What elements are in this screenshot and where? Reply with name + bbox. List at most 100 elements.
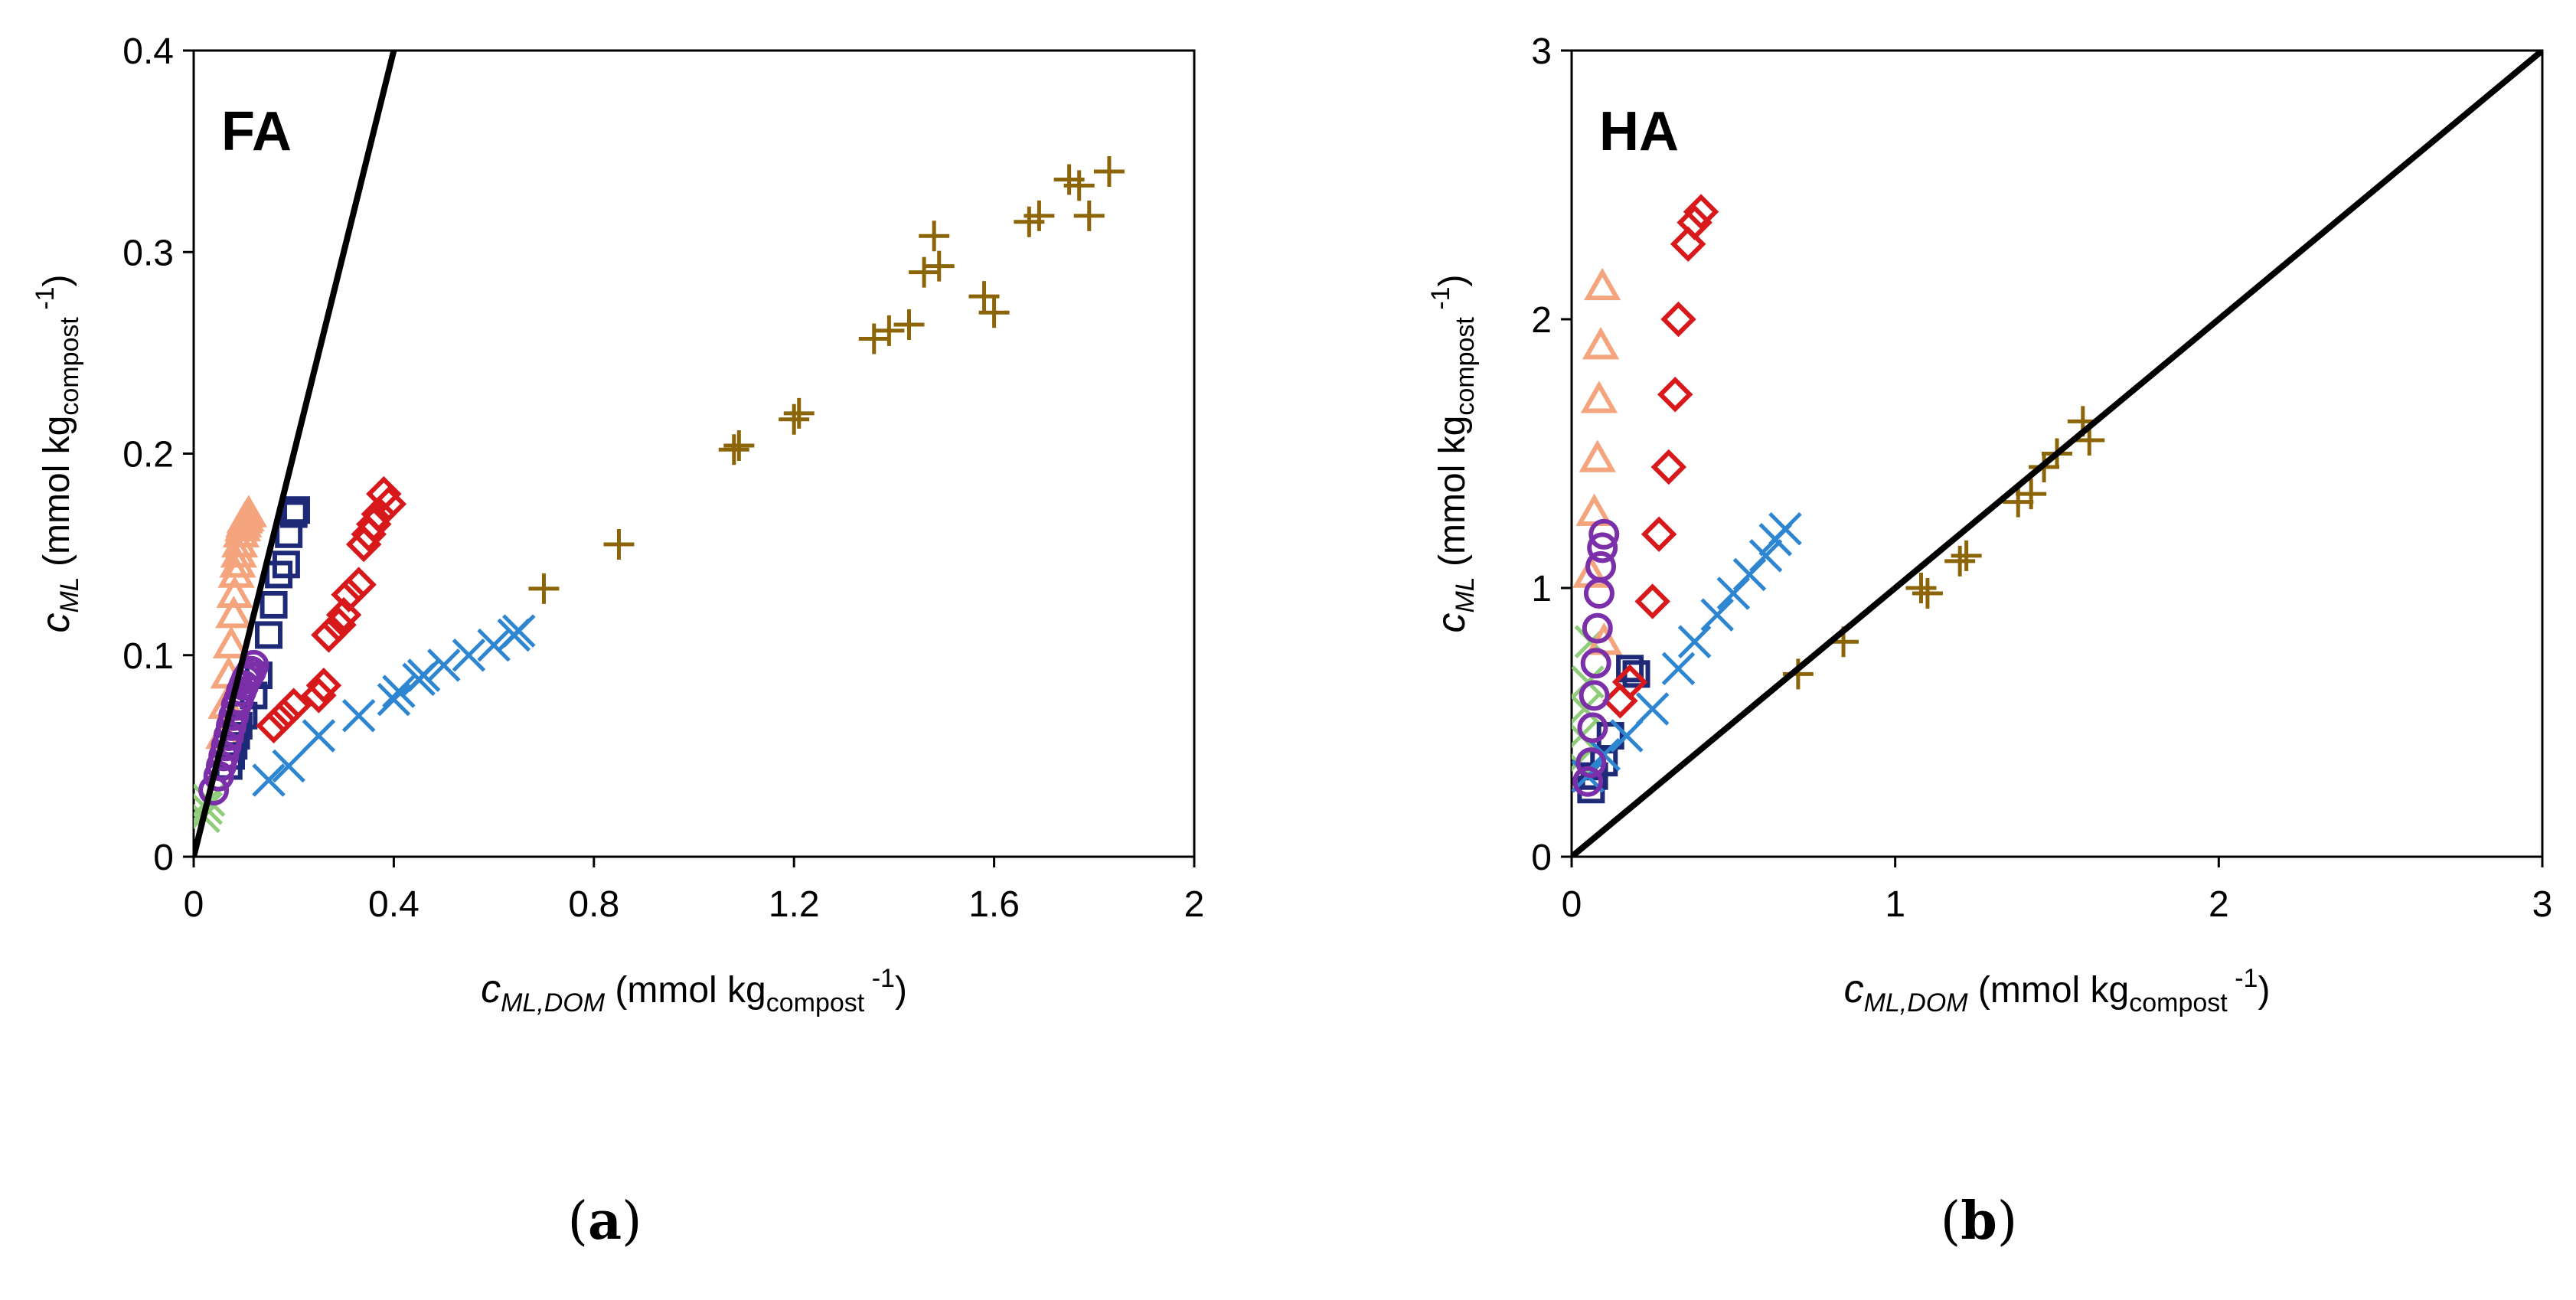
point-green-x	[1572, 692, 1601, 726]
point-blue-x	[1635, 692, 1670, 726]
point-salmon-triangle	[220, 535, 257, 568]
point-blue-x	[1677, 625, 1712, 658]
point-salmon-triangle	[1582, 327, 1620, 360]
point-salmon-triangle	[216, 575, 253, 609]
point-red-diamond	[256, 707, 292, 744]
point-brown-plus	[1024, 200, 1055, 231]
point-red-diamond	[1650, 449, 1687, 485]
point-red-diamond	[266, 697, 302, 733]
x-tick-label: 2	[1184, 884, 1205, 925]
point-red-diamond	[1611, 664, 1648, 701]
point-red-diamond	[305, 667, 342, 704]
y-tick-label: 0.4	[122, 31, 174, 72]
point-brown-plus	[603, 528, 635, 560]
point-red-diamond	[1660, 301, 1696, 338]
point-red-diamond	[361, 496, 397, 532]
point-purple-circle	[1575, 747, 1607, 779]
y-tick-label: 0	[1531, 838, 1552, 878]
panel-label: HA	[1599, 101, 1679, 162]
x-tick-label: 1.6	[968, 884, 1020, 925]
point-navy-square	[282, 496, 310, 524]
x-tick-label: 0.8	[568, 884, 619, 925]
point-salmon-triangle	[219, 545, 256, 578]
point-purple-circle	[1580, 648, 1611, 679]
point-red-diamond	[366, 475, 402, 512]
point-purple-circle	[1579, 680, 1610, 711]
series-brown-plus	[528, 155, 1125, 604]
point-salmon-triangle	[1583, 267, 1621, 301]
point-red-diamond	[371, 486, 407, 522]
point-blue-x	[406, 658, 441, 692]
y-tick-label: 0.2	[122, 435, 174, 475]
point-red-diamond	[311, 617, 347, 653]
plot-frame	[1570, 49, 2544, 858]
point-brown-plus	[1912, 578, 1943, 609]
point-brown-plus	[1905, 573, 1937, 603]
point-blue-x	[452, 638, 486, 672]
point-red-diamond	[325, 596, 362, 633]
point-purple-circle	[1587, 532, 1618, 563]
point-blue-x	[1748, 539, 1783, 573]
point-brown-plus	[723, 430, 755, 461]
point-red-diamond	[1602, 683, 1638, 719]
point-brown-plus	[893, 309, 925, 341]
point-blue-x	[477, 628, 511, 662]
point-red-diamond	[356, 506, 392, 542]
data-layer	[1572, 194, 2105, 804]
chart-ha: 0 1 2 3 0 1 2 3 HA cML,DOM (mmol kgcompost -1) cML…	[1426, 31, 2553, 1017]
caption-b: (b)	[1940, 1191, 2018, 1252]
point-brown-plus	[1063, 170, 1095, 201]
point-brown-plus	[978, 297, 1010, 328]
series-purple-circle	[1572, 518, 1620, 797]
point-brown-plus	[718, 434, 749, 465]
point-purple-circle	[1585, 550, 1617, 582]
point-blue-x	[302, 719, 336, 753]
caption-a: (a)	[567, 1191, 642, 1252]
point-navy-square	[1590, 749, 1618, 777]
plot-frame	[192, 49, 1196, 858]
chart-fa: 0 0.4 0.8 1.2 1.6 2 0 0.1 0.2 0.3 0.4 FA cML,DOM (mm…	[31, 31, 1205, 1017]
point-brown-plus	[1093, 155, 1125, 187]
point-blue-x	[341, 698, 376, 733]
point-brown-plus	[1073, 200, 1105, 231]
point-brown-plus	[528, 573, 560, 604]
point-navy-square	[272, 550, 300, 579]
point-salmon-triangle	[215, 596, 253, 629]
x-tick-label: 0	[184, 884, 204, 925]
point-red-diamond	[1677, 204, 1712, 240]
point-salmon-triangle	[220, 524, 259, 558]
point-blue-x	[1610, 719, 1644, 753]
point-blue-x	[377, 682, 411, 717]
y-tick-label: 0.3	[122, 233, 174, 273]
point-blue-x	[502, 614, 536, 648]
point-brown-plus	[1944, 545, 1976, 577]
point-brown-plus	[2003, 486, 2034, 518]
y-tick-label: 0	[153, 838, 174, 878]
point-purple-circle	[1572, 766, 1604, 797]
reference-line	[1572, 51, 2542, 857]
point-blue-x	[1661, 652, 1696, 686]
point-red-diamond	[341, 567, 377, 603]
point-brown-plus	[923, 250, 955, 282]
y-tick-label: 2	[1531, 300, 1552, 341]
point-blue-x	[382, 674, 416, 708]
point-blue-x	[426, 648, 461, 682]
point-red-diamond	[1641, 516, 1677, 553]
point-salmon-triangle	[1580, 381, 1618, 413]
reference-line	[194, 51, 397, 857]
point-brown-plus	[873, 315, 905, 346]
point-blue-x	[1700, 598, 1734, 632]
point-red-diamond	[1657, 377, 1693, 413]
x-axis-label: cML,DOM (mmol kgcompost -1)	[481, 964, 907, 1017]
point-navy-square	[1616, 655, 1644, 683]
x-tick-label: 3	[2532, 884, 2553, 925]
point-purple-circle	[1582, 612, 1613, 644]
point-red-diamond	[301, 678, 337, 714]
point-navy-square	[260, 590, 288, 619]
y-tick-label: 0.1	[122, 636, 174, 677]
point-salmon-triangle	[217, 555, 255, 588]
point-brown-plus	[783, 397, 815, 429]
y-tick-label: 3	[1531, 31, 1552, 72]
point-red-diamond	[276, 688, 312, 723]
